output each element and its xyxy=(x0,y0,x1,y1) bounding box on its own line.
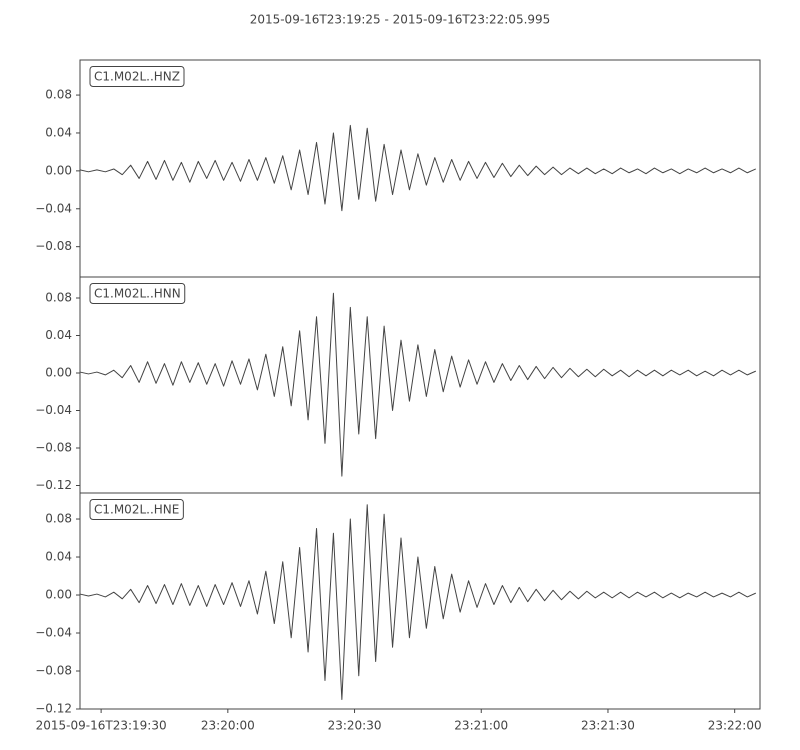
trace-label: C1.M02L..HNE xyxy=(94,503,179,517)
y-tick-label: −0.04 xyxy=(35,626,72,640)
y-tick-label: 0.08 xyxy=(45,291,72,305)
x-tick-label: 23:20:00 xyxy=(201,719,255,733)
panel-frame xyxy=(79,59,761,278)
trace-label-box xyxy=(89,66,185,87)
trace-label: C1.M02L..HNZ xyxy=(94,70,180,84)
y-tick-label: −0.12 xyxy=(35,478,72,492)
y-tick-label: −0.12 xyxy=(35,702,72,716)
waveform xyxy=(79,504,757,700)
trace-label-box xyxy=(89,499,184,520)
y-tick-label: 0.04 xyxy=(45,125,72,139)
y-tick-label: 0.04 xyxy=(45,550,72,564)
chart-title: 2015-09-16T23:19:25 - 2015-09-16T23:22:0… xyxy=(250,13,551,27)
y-tick-label: 0.04 xyxy=(45,328,72,342)
x-tick-label: 23:20:30 xyxy=(328,719,382,733)
waveform xyxy=(79,292,757,477)
x-tick-label: 23:22:00 xyxy=(708,719,762,733)
trace-label: C1.M02L..HNN xyxy=(94,287,181,301)
y-tick-label: 0.08 xyxy=(45,88,72,102)
trace-label-box xyxy=(89,283,186,304)
y-tick-label: 0.00 xyxy=(45,163,72,177)
x-tick-label: 23:21:00 xyxy=(454,719,508,733)
x-tick-label: 23:21:30 xyxy=(581,719,635,733)
y-tick-label: −0.08 xyxy=(35,664,72,678)
y-tick-label: −0.08 xyxy=(35,239,72,253)
panel-frame xyxy=(79,276,761,494)
y-tick-label: 0.08 xyxy=(45,512,72,526)
y-tick-label: −0.04 xyxy=(35,201,72,215)
waveform xyxy=(79,124,757,212)
y-tick-label: −0.08 xyxy=(35,441,72,455)
panel-frame xyxy=(79,492,761,710)
x-tick-label: 2015-09-16T23:19:30 xyxy=(36,719,167,733)
y-tick-label: −0.04 xyxy=(35,403,72,417)
y-tick-label: 0.00 xyxy=(45,366,72,380)
y-tick-label: 0.00 xyxy=(45,588,72,602)
